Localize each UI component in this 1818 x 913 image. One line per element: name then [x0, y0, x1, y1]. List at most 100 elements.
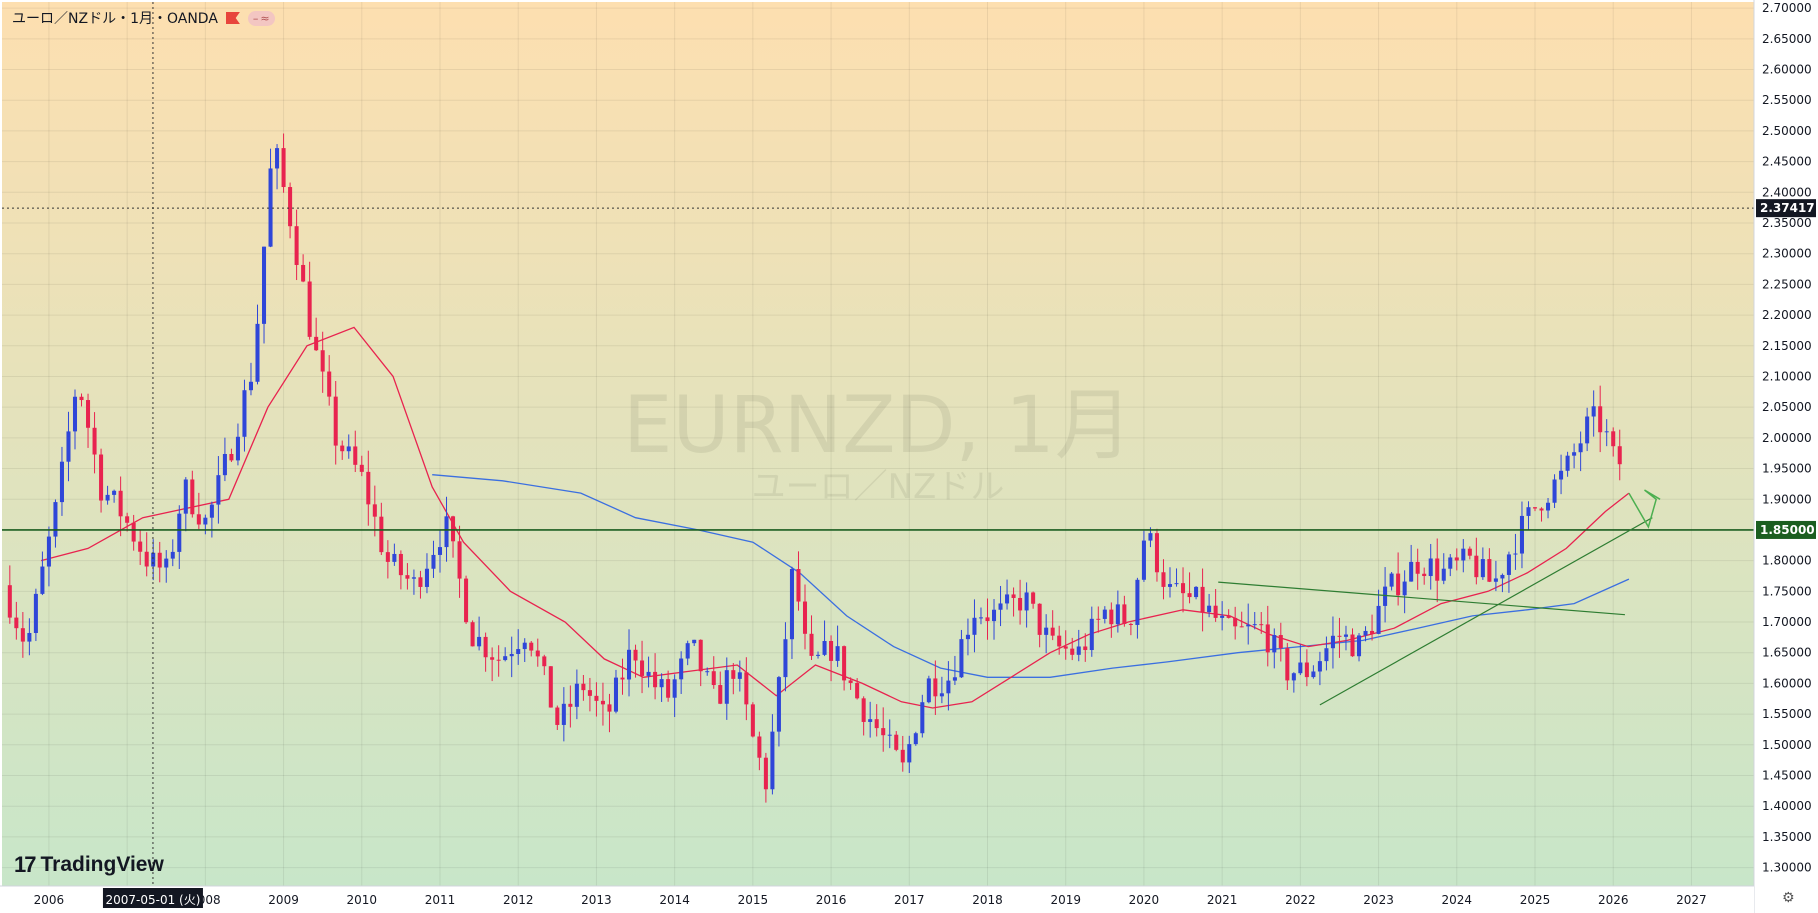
candle-down[interactable] — [1350, 634, 1355, 657]
candle-down[interactable] — [1598, 406, 1603, 433]
candle-up[interactable] — [770, 731, 775, 790]
trendline[interactable] — [1319, 517, 1653, 706]
candle-down[interactable] — [1122, 604, 1127, 624]
candle-up[interactable] — [1089, 618, 1094, 651]
candle-up[interactable] — [991, 609, 997, 622]
candle-down[interactable] — [1037, 603, 1042, 635]
candle-up[interactable] — [1194, 586, 1199, 598]
candle-down[interactable] — [796, 569, 801, 602]
candle-up[interactable] — [1246, 624, 1251, 627]
candle-down[interactable] — [464, 578, 469, 623]
candle-up[interactable] — [431, 554, 436, 569]
trendline[interactable] — [1218, 581, 1625, 616]
candle-down[interactable] — [1226, 615, 1231, 618]
candle-up[interactable] — [46, 536, 51, 567]
candle-down[interactable] — [985, 617, 990, 622]
candle-down[interactable] — [757, 736, 762, 758]
candle-down[interactable] — [750, 704, 755, 737]
candle-up[interactable] — [574, 683, 579, 707]
candle-up[interactable] — [255, 323, 260, 382]
candle-down[interactable] — [1181, 583, 1186, 594]
candles[interactable] — [7, 133, 1622, 803]
candle-up[interactable] — [248, 381, 254, 391]
candle-down[interactable] — [1050, 627, 1055, 636]
candle-up[interactable] — [346, 446, 351, 452]
candle-up[interactable] — [1585, 416, 1590, 444]
candle-up[interactable] — [1005, 594, 1010, 604]
candle-up[interactable] — [424, 568, 429, 587]
arrow-drawing[interactable] — [1628, 489, 1661, 529]
candle-up[interactable] — [509, 653, 514, 657]
candle-up[interactable] — [920, 702, 925, 734]
candle-up[interactable] — [1324, 648, 1329, 662]
candle-up[interactable] — [522, 642, 527, 650]
candle-down[interactable] — [731, 670, 736, 679]
candle-up[interactable] — [868, 719, 873, 722]
candle-up[interactable] — [939, 693, 944, 697]
candle-down[interactable] — [118, 490, 123, 517]
candle-down[interactable] — [144, 551, 149, 567]
candle-up[interactable] — [1526, 507, 1531, 516]
candle-down[interactable] — [1415, 561, 1420, 574]
time-axis[interactable]: 2006200720082009201020112012201320142015… — [0, 885, 1754, 913]
candle-up[interactable] — [1311, 671, 1316, 678]
candle-up[interactable] — [1389, 573, 1394, 587]
candle-down[interactable] — [1611, 431, 1616, 447]
candle-down[interactable] — [320, 350, 325, 372]
plot-area[interactable] — [2, 2, 1754, 886]
candle-down[interactable] — [196, 514, 201, 525]
candle-up[interactable] — [965, 634, 970, 640]
drawings[interactable] — [2, 489, 1754, 706]
candle-down[interactable] — [1370, 630, 1375, 634]
candle-up[interactable] — [692, 639, 697, 644]
candle-down[interactable] — [1454, 557, 1459, 561]
candle-up[interactable] — [816, 654, 821, 656]
candle-up[interactable] — [1115, 604, 1120, 625]
legend-title[interactable]: ユーロ／NZドル・1月・OANDA — [12, 11, 218, 27]
candle-up[interactable] — [1220, 615, 1225, 618]
candle-up[interactable] — [1480, 559, 1485, 578]
candle-down[interactable] — [640, 660, 645, 676]
candle-down[interactable] — [99, 454, 104, 501]
candle-down[interactable] — [125, 516, 130, 523]
candle-down[interactable] — [600, 700, 605, 705]
candle-down[interactable] — [809, 633, 814, 656]
candle-up[interactable] — [411, 577, 416, 579]
candle-down[interactable] — [20, 628, 25, 642]
candle-up[interactable] — [1317, 661, 1322, 672]
candle-down[interactable] — [535, 650, 540, 657]
candle-down[interactable] — [548, 666, 553, 708]
candle-down[interactable] — [581, 683, 586, 691]
candle-down[interactable] — [398, 553, 403, 576]
candle-up[interactable] — [59, 461, 64, 503]
candle-up[interactable] — [1343, 634, 1349, 637]
candle-up[interactable] — [177, 513, 182, 552]
candle-up[interactable] — [926, 678, 931, 703]
candle-up[interactable] — [1252, 624, 1257, 626]
candle-down[interactable] — [1532, 507, 1538, 509]
candle-up[interactable] — [503, 656, 508, 661]
candle-up[interactable] — [1500, 574, 1505, 579]
candle-down[interactable] — [1154, 533, 1159, 573]
candle-up[interactable] — [1148, 533, 1153, 541]
candle-up[interactable] — [203, 517, 208, 525]
candle-down[interactable] — [900, 749, 905, 763]
candle-up[interactable] — [27, 632, 32, 642]
candle-down[interactable] — [542, 656, 547, 667]
candle-down[interactable] — [1083, 646, 1088, 651]
candle-up[interactable] — [1272, 635, 1277, 653]
candle-down[interactable] — [1187, 593, 1192, 598]
candle-up[interactable] — [724, 670, 729, 704]
candle-down[interactable] — [7, 585, 12, 618]
candle-up[interactable] — [679, 658, 684, 680]
candle-up[interactable] — [789, 569, 794, 640]
candle-up[interactable] — [1376, 605, 1381, 634]
candle-down[interactable] — [1396, 573, 1401, 596]
candle-down[interactable] — [881, 728, 886, 736]
candle-up[interactable] — [959, 639, 964, 678]
candle-up[interactable] — [216, 475, 221, 505]
candle-down[interactable] — [1487, 559, 1492, 582]
tradingview-logo[interactable]: 17 TradingView — [14, 852, 164, 878]
candle-down[interactable] — [340, 445, 345, 452]
